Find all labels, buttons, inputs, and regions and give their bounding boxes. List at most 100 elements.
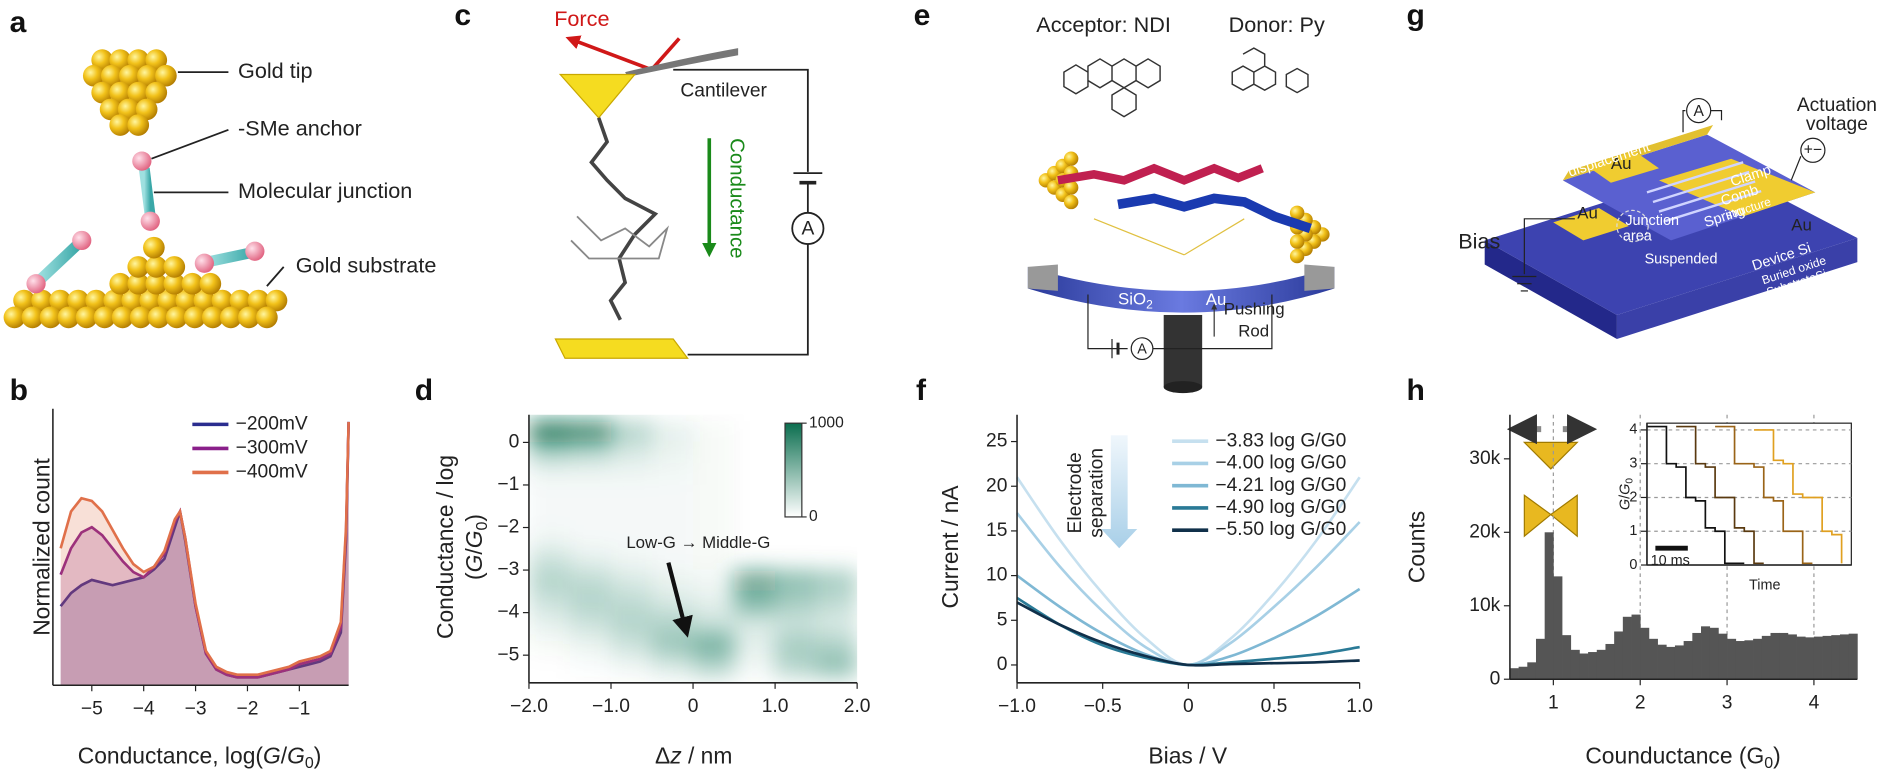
label: Junction <box>1625 213 1679 229</box>
cell <box>816 506 857 527</box>
atom <box>91 81 114 104</box>
cantilever <box>625 48 739 77</box>
colorbar <box>784 422 803 518</box>
y-tick-label: −1 <box>497 474 519 495</box>
series-line <box>1016 601 1360 667</box>
bar <box>1787 634 1797 680</box>
axis-label: Bias / V <box>1148 742 1227 768</box>
atom <box>1289 234 1305 249</box>
donor <box>1117 193 1312 233</box>
label-part: / nm <box>682 742 733 768</box>
atom <box>127 114 150 136</box>
label-part: ) <box>1773 742 1781 768</box>
wire <box>1152 294 1273 350</box>
cell <box>734 464 775 485</box>
cell <box>693 633 735 656</box>
cell <box>569 506 612 528</box>
cell <box>816 570 858 592</box>
panel-labels: a b c d e f g h <box>10 0 1425 407</box>
cell <box>734 633 776 656</box>
cell <box>652 633 694 656</box>
acceptor <box>1057 163 1264 185</box>
cell <box>611 591 653 613</box>
cell <box>775 528 816 549</box>
label-part: G <box>461 530 487 548</box>
axis-label: G/G0 <box>1617 478 1635 510</box>
shape <box>1063 58 1161 118</box>
series-line <box>1676 425 1764 565</box>
bar <box>1562 635 1572 680</box>
leaders <box>151 71 285 287</box>
bar <box>1622 616 1632 680</box>
atom <box>99 98 122 121</box>
label-part: G <box>263 742 281 768</box>
panel-label: h <box>1407 374 1425 407</box>
label: Au <box>1206 290 1227 309</box>
atom <box>229 289 252 312</box>
bar <box>1727 638 1737 680</box>
heatmap-cells <box>528 421 858 677</box>
cell <box>652 484 694 507</box>
substrate <box>1027 266 1335 313</box>
cell <box>569 421 612 443</box>
cell <box>611 633 653 656</box>
structure <box>1063 47 1309 118</box>
x-tick-label: 1.0 <box>1346 696 1373 717</box>
junction <box>1616 209 1649 243</box>
chart: −5 −4 −3 −2 −1 −200mV −300mV −400mV Conductance,… <box>28 408 350 772</box>
x-tick-label: 1.0 <box>762 696 789 717</box>
comb <box>1646 161 1762 223</box>
label: Donor: Py <box>1229 12 1325 37</box>
axis-label: Counductance (G0) <box>1585 742 1780 772</box>
bar <box>1744 640 1754 680</box>
area <box>60 421 349 686</box>
molecule <box>589 117 659 321</box>
atom <box>129 306 152 329</box>
label: Gold substrate <box>296 253 437 278</box>
bar <box>1753 638 1763 680</box>
bar <box>1796 636 1806 680</box>
label: SiO2 <box>1118 290 1153 312</box>
atom <box>211 289 234 312</box>
label-part: Δ <box>655 742 670 768</box>
label-part: G <box>1617 499 1633 510</box>
atom <box>1289 205 1305 220</box>
cell <box>734 549 775 570</box>
bowtie-illustration <box>1506 414 1598 538</box>
bar <box>1509 668 1519 680</box>
label-part: / <box>281 742 288 768</box>
label: Acceptor: NDI <box>1036 12 1171 37</box>
cell <box>611 463 653 485</box>
cell <box>528 548 570 571</box>
cell <box>569 527 612 549</box>
y-tick-label: −4 <box>497 602 519 623</box>
cell <box>528 570 570 592</box>
label: Pushing <box>1224 300 1285 319</box>
x-tick-label: 0 <box>688 696 699 717</box>
cell <box>611 484 653 507</box>
y-tick-label: 10 <box>986 565 1007 586</box>
cell <box>528 527 570 549</box>
cell <box>611 655 653 677</box>
y-tick-label: 10k <box>1469 595 1500 616</box>
atom <box>67 289 89 312</box>
atom <box>183 306 206 329</box>
cell <box>734 570 776 592</box>
cell <box>652 463 694 485</box>
atom <box>93 306 116 329</box>
atom <box>137 64 159 87</box>
annotation-arrow <box>666 562 693 638</box>
y-tick-label: 15 <box>986 520 1007 541</box>
wire <box>1523 218 1575 275</box>
bar <box>1553 576 1563 680</box>
atom <box>219 306 242 329</box>
y-tick-label: 1 <box>1629 523 1637 539</box>
cell <box>775 612 817 634</box>
bar <box>1848 633 1858 680</box>
atom <box>75 306 98 329</box>
label-part: 0 <box>1624 478 1635 484</box>
atom <box>111 306 134 329</box>
y-tick-label: 30k <box>1469 448 1500 469</box>
cell <box>569 548 612 571</box>
